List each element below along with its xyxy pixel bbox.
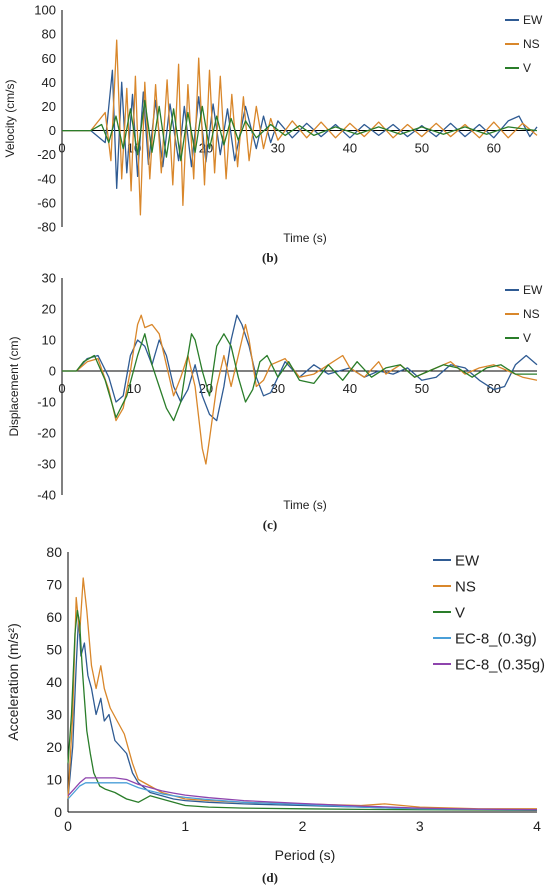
panel-label: (c) [263, 517, 277, 532]
legend-label: EC-8_(0.35g) [455, 656, 545, 673]
legend-label: EC-8_(0.3g) [455, 630, 537, 647]
x-tick-label: 4 [533, 818, 541, 834]
y-tick-label: -80 [37, 220, 56, 235]
x-tick-label: 50 [415, 381, 429, 396]
y-tick-label: 0 [49, 364, 56, 379]
y-tick-label: 0 [54, 804, 62, 820]
legend-label: V [523, 331, 531, 345]
series-line-v [67, 609, 538, 812]
legend-label: V [523, 61, 531, 75]
y-tick-label: 20 [42, 99, 56, 114]
y-tick-label: 10 [46, 771, 62, 787]
y-tick-label: 80 [46, 544, 62, 560]
y-tick-label: 100 [34, 3, 56, 18]
y-tick-label: 40 [42, 75, 56, 90]
y-tick-label: -40 [37, 488, 56, 503]
x-tick-label: 0 [58, 381, 65, 396]
x-axis-label: Time (s) [283, 231, 327, 245]
x-tick-label: 0 [58, 141, 65, 156]
series-line-v [62, 99, 538, 162]
legend-label: EW [455, 552, 480, 569]
y-tick-label: 20 [46, 739, 62, 755]
x-tick-label: 60 [487, 141, 501, 156]
y-axis-label: Acceleration (m/s²) [5, 623, 21, 740]
series-line-v [62, 333, 537, 422]
y-tick-label: 0 [49, 123, 56, 138]
x-tick-label: 1 [181, 818, 189, 834]
series-line-ew [67, 616, 538, 811]
y-tick-label: 80 [42, 27, 56, 42]
y-tick-label: -10 [37, 395, 56, 410]
x-tick-label: 50 [415, 141, 429, 156]
y-tick-label: 50 [46, 641, 62, 657]
x-tick-label: 40 [343, 141, 357, 156]
y-axis-label: Displacement (cm) [7, 336, 21, 436]
y-axis-label: Velocity (cm/s) [3, 79, 17, 157]
x-tick-label: 60 [487, 381, 501, 396]
x-axis-label: Period (s) [275, 847, 336, 863]
panel-label: (b) [262, 250, 278, 265]
legend-label: NS [523, 37, 540, 51]
x-axis-label: Time (s) [283, 498, 327, 512]
y-tick-label: -60 [37, 195, 56, 210]
y-tick-label: 30 [42, 271, 56, 286]
legend-label: EW [523, 283, 543, 297]
legend-label: NS [523, 307, 540, 321]
x-tick-label: 30 [271, 141, 285, 156]
x-tick-label: 2 [299, 818, 307, 834]
y-tick-label: 30 [46, 706, 62, 722]
series-line-ns [62, 39, 538, 216]
legend-label: NS [455, 578, 476, 595]
x-tick-label: 40 [343, 381, 357, 396]
x-tick-label: 0 [64, 818, 72, 834]
series-line-ew [62, 69, 538, 190]
y-tick-label: 70 [46, 576, 62, 592]
y-tick-label: 10 [42, 333, 56, 348]
series-line-ec-8_(0.3g) [67, 782, 538, 811]
series-line-ew [62, 314, 538, 422]
panel-label: (d) [262, 870, 278, 885]
acceleration-spectrum-chart: 0 10 20 30 40 50 60 70 80 0 1 2 3 4 EW NS V EC-8_(0.3g) EC… [5, 544, 545, 885]
series-line-ns [67, 577, 537, 810]
y-tick-label: 40 [46, 674, 62, 690]
y-tick-label: 20 [42, 302, 56, 317]
y-tick-label: 60 [46, 609, 62, 625]
y-tick-label: -20 [37, 426, 56, 441]
y-tick-label: -30 [37, 457, 56, 472]
legend-label: V [455, 604, 465, 621]
y-tick-label: 60 [42, 51, 56, 66]
x-tick-label: 3 [416, 818, 424, 834]
series-line-ec-8_(0.35g) [67, 777, 538, 811]
legend-label: EW [523, 13, 543, 27]
y-tick-label: -20 [37, 147, 56, 162]
y-tick-label: -40 [37, 171, 56, 186]
